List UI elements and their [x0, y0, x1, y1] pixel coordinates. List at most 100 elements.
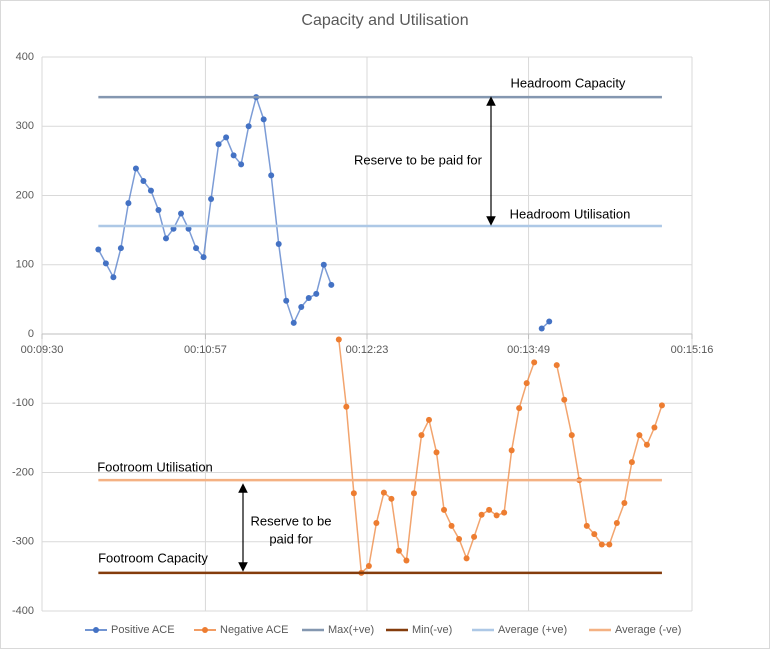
y-tick-label: -400	[12, 605, 34, 617]
data-point	[493, 512, 500, 519]
data-point	[208, 195, 215, 202]
data-point	[448, 522, 455, 529]
data-point	[418, 432, 425, 439]
annotation: Footroom Utilisation	[97, 459, 213, 474]
data-point	[508, 447, 515, 454]
y-tick-label: 300	[16, 120, 34, 132]
data-point	[305, 294, 312, 301]
data-point	[643, 441, 650, 448]
data-point	[463, 555, 470, 562]
data-point	[613, 520, 620, 527]
data-point	[110, 274, 117, 281]
legend-label: Average (+ve)	[498, 624, 567, 636]
data-point	[223, 134, 230, 141]
annotation: Headroom Utilisation	[510, 206, 631, 221]
x-tick-label: 00:09:30	[21, 344, 64, 356]
data-point	[350, 490, 357, 497]
legend-marker	[202, 627, 208, 633]
y-tick-label: 0	[28, 328, 34, 340]
data-point	[283, 297, 290, 304]
legend-label: Positive ACE	[111, 624, 175, 636]
data-point	[553, 362, 560, 369]
data-point	[320, 261, 327, 268]
data-point	[538, 325, 545, 332]
y-tick-label: 400	[16, 51, 34, 63]
data-point	[117, 245, 124, 252]
chart-title: Capacity and Utilisation	[301, 12, 468, 29]
data-point	[546, 318, 553, 325]
data-point	[478, 511, 485, 518]
data-point	[290, 319, 297, 326]
data-point	[651, 424, 658, 431]
y-tick-label: -300	[12, 536, 34, 548]
data-point	[170, 225, 177, 232]
y-tick-label: -200	[12, 466, 34, 478]
data-point	[471, 533, 478, 540]
data-point	[132, 165, 139, 172]
x-tick-label: 00:12:23	[346, 344, 389, 356]
data-point	[636, 432, 643, 439]
data-point	[140, 177, 147, 184]
data-point	[147, 187, 154, 194]
data-point	[125, 200, 132, 207]
data-point	[441, 506, 448, 513]
x-tick-label: 00:13:49	[507, 344, 550, 356]
grid	[41, 56, 693, 612]
data-point	[388, 495, 395, 502]
data-point	[395, 547, 402, 554]
data-point	[628, 459, 635, 466]
data-point	[238, 161, 245, 168]
plot	[95, 94, 665, 576]
legend-label: Average (-ve)	[615, 624, 681, 636]
data-point	[298, 303, 305, 310]
data-point	[275, 240, 282, 247]
data-point	[245, 123, 252, 130]
data-point	[200, 254, 207, 261]
data-point	[230, 152, 237, 159]
legend-label: Min(-ve)	[412, 624, 452, 636]
data-point	[95, 246, 102, 253]
y-tick-label: 200	[16, 189, 34, 201]
data-point	[185, 225, 192, 232]
data-point	[410, 490, 417, 497]
data-point	[178, 210, 185, 217]
data-point	[102, 260, 109, 267]
data-point	[523, 380, 530, 387]
x-tick-label: 00:15:16	[671, 344, 714, 356]
data-point	[380, 489, 387, 496]
data-point	[658, 402, 665, 409]
data-point	[606, 541, 613, 548]
data-point	[373, 520, 380, 527]
data-point	[561, 396, 568, 403]
x-tick-label: 00:10:57	[184, 344, 227, 356]
data-point	[531, 359, 538, 366]
data-point	[591, 531, 598, 538]
legend-label: Max(+ve)	[328, 624, 374, 636]
data-point	[193, 245, 200, 252]
data-point	[403, 557, 410, 564]
legend-marker	[93, 627, 99, 633]
annotation: Headroom Capacity	[511, 75, 626, 90]
data-point	[335, 336, 342, 343]
annotation: Reserve to be	[251, 513, 332, 528]
legend-label: Negative ACE	[220, 624, 288, 636]
data-point	[486, 506, 493, 513]
data-point	[516, 405, 523, 412]
data-point	[433, 449, 440, 456]
data-point	[456, 535, 463, 542]
data-point	[343, 403, 350, 410]
data-point	[260, 116, 267, 123]
data-point	[501, 509, 508, 516]
data-point	[328, 281, 335, 288]
annotation: paid for	[269, 531, 313, 546]
data-point	[583, 522, 590, 529]
data-point	[425, 416, 432, 423]
data-point	[598, 541, 605, 548]
data-point	[268, 172, 275, 179]
data-point	[621, 499, 628, 506]
data-point	[162, 235, 169, 242]
data-point	[215, 141, 222, 148]
